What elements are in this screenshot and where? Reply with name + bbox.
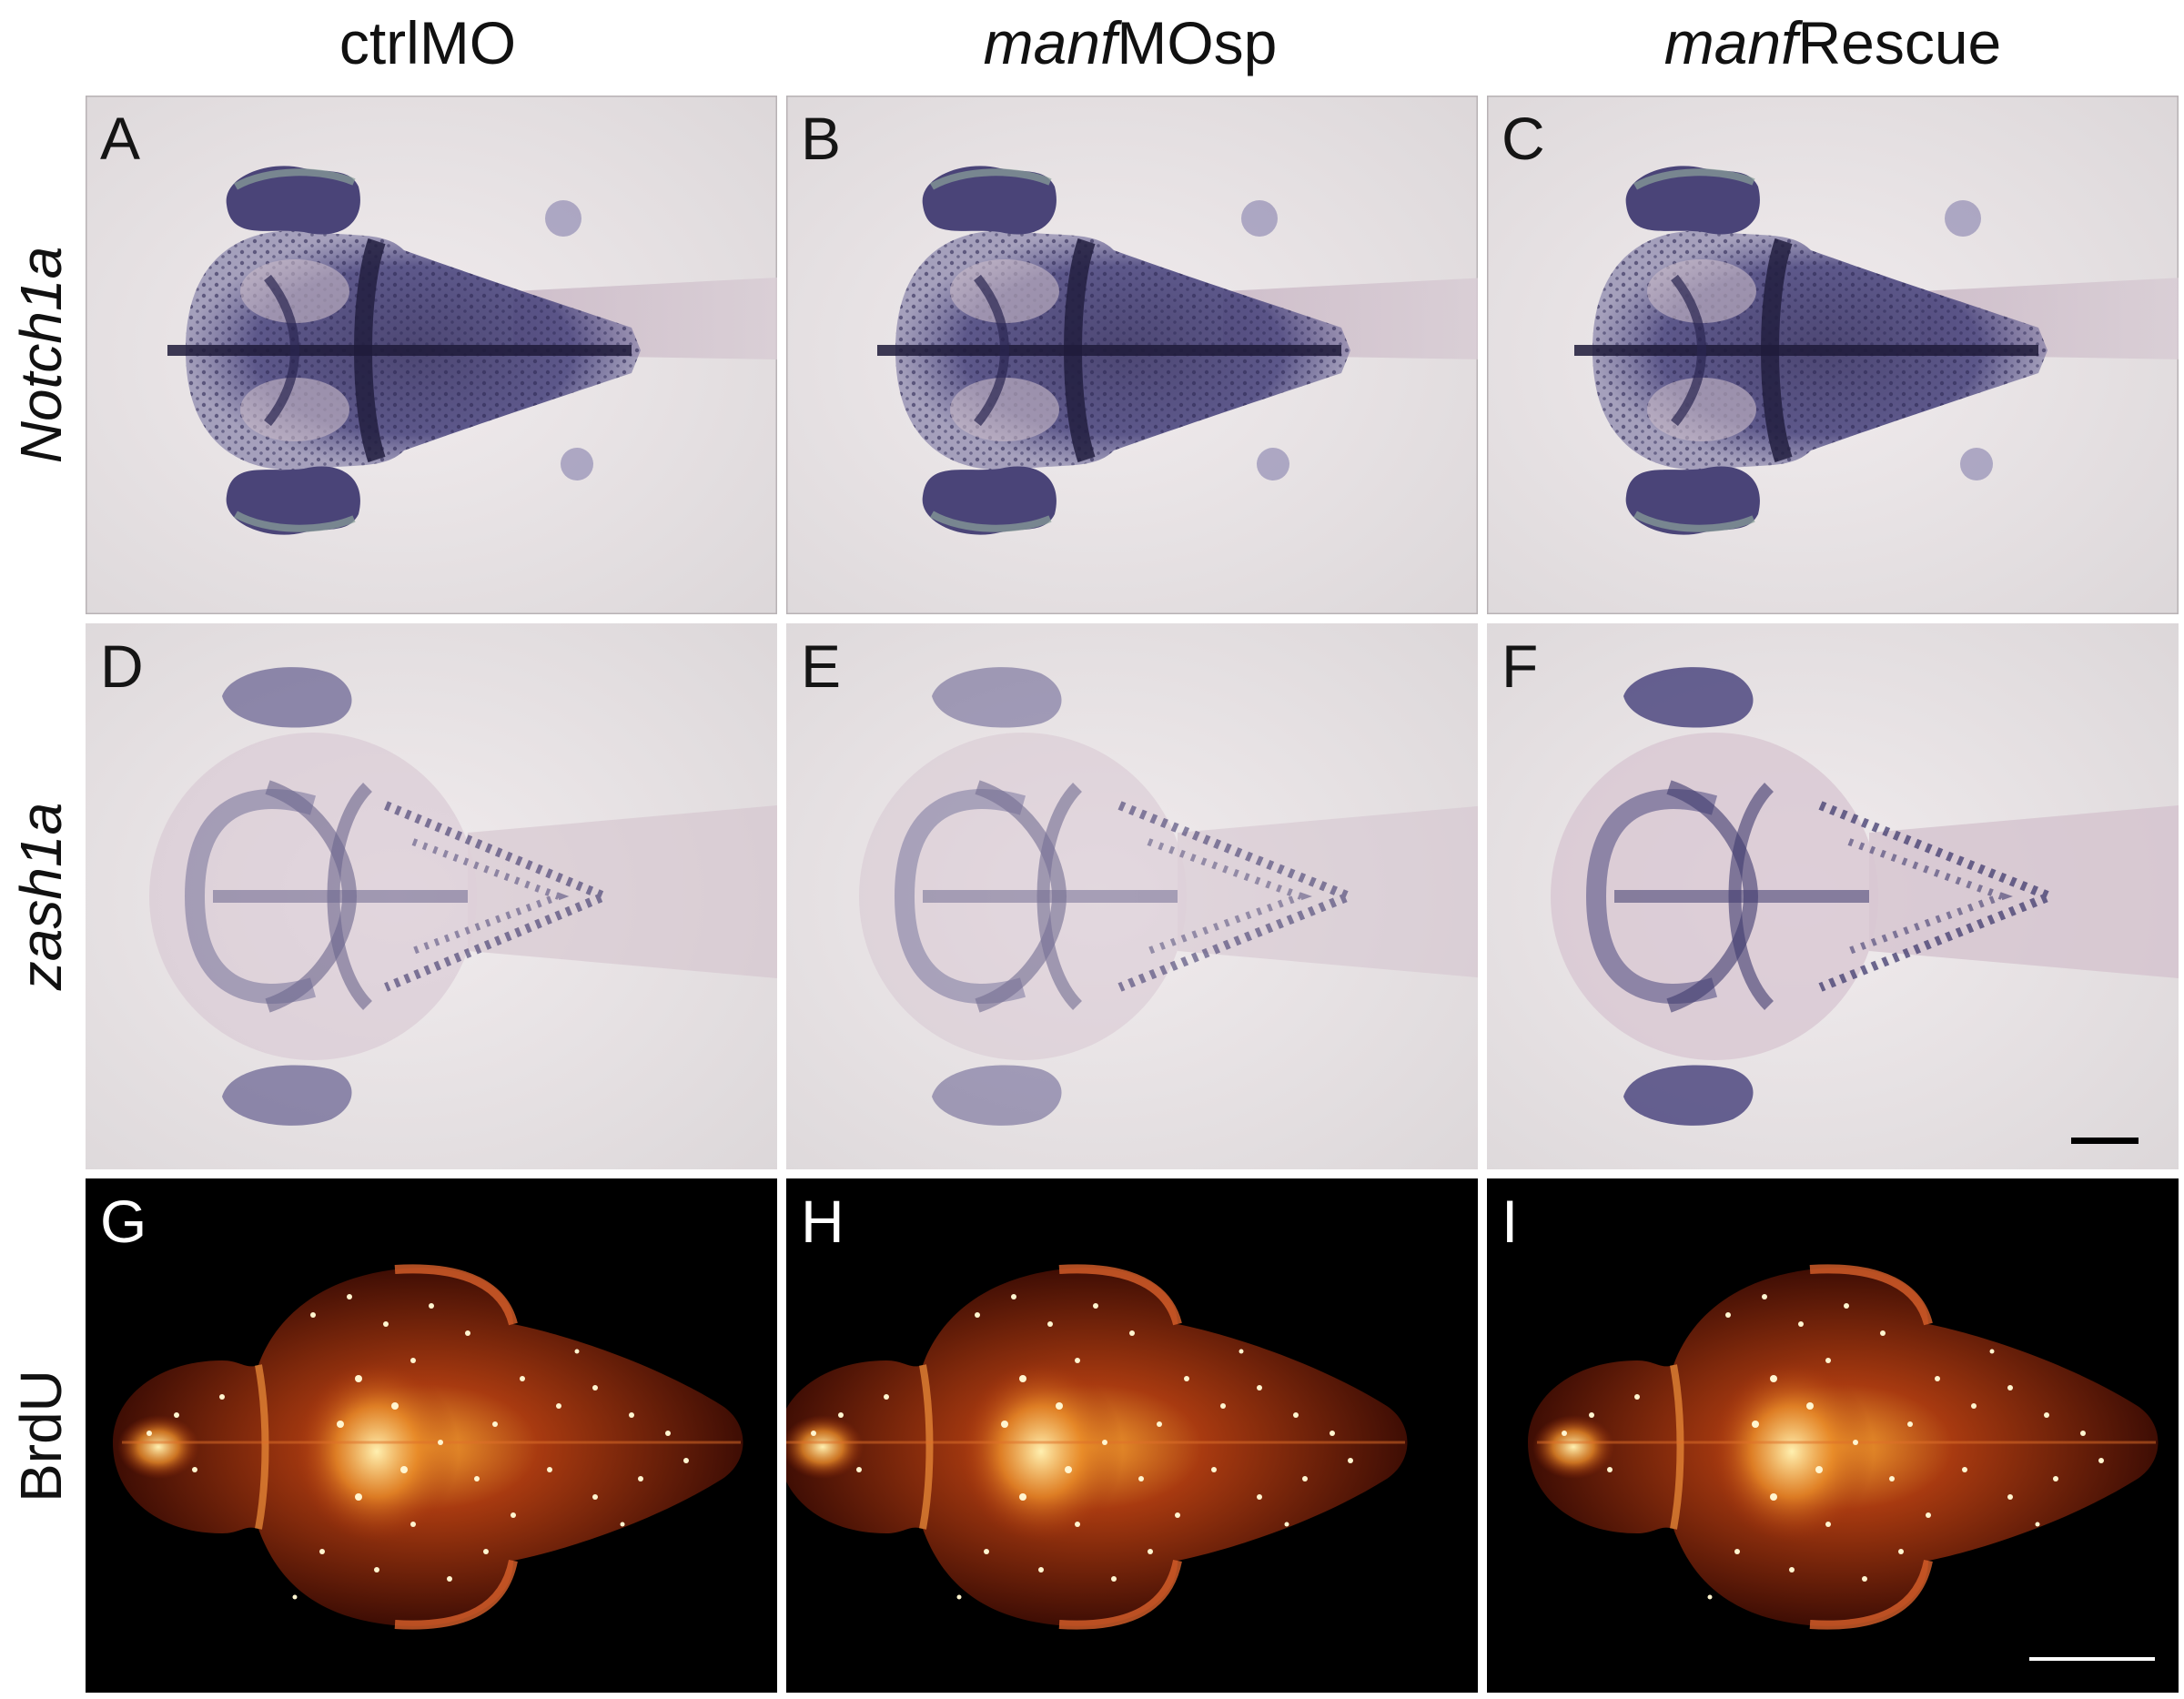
panel-letter: A [100, 105, 141, 172]
confocal-micrograph [1487, 1178, 2179, 1693]
embryo-micrograph [1487, 623, 2179, 1169]
panel-letter: B [801, 105, 842, 172]
column-header-italic: manf [983, 9, 1117, 76]
panel-c-notch1a-rescue: C [1487, 96, 2179, 614]
row-label-brdu: BrdU [0, 1178, 82, 1693]
row-label-text: zash1a [8, 802, 74, 991]
embryo-micrograph [86, 623, 777, 1169]
panel-d-zash1a-ctrlmo: D [86, 623, 777, 1169]
panel-g-brdu-ctrlmo: G [86, 1178, 777, 1693]
panel-b-notch1a-mosp: B [786, 96, 1478, 614]
column-header-text: ctrlMO [339, 9, 517, 76]
panel-letter: C [1502, 105, 1545, 172]
panel-e-zash1a-mosp: E [786, 623, 1478, 1169]
row-label-zash1a: zash1a [0, 623, 82, 1169]
panel-f-zash1a-rescue: F [1487, 623, 2179, 1169]
scale-bar [2029, 1657, 2155, 1661]
row-label-notch1a: Notch1a [0, 96, 82, 614]
panel-h-brdu-mosp: H [786, 1178, 1478, 1693]
embryo-micrograph [86, 96, 777, 614]
scale-bar [2071, 1138, 2138, 1144]
embryo-micrograph [1487, 96, 2179, 614]
column-header-ctrlmo: ctrlMO [82, 2, 774, 84]
confocal-micrograph [786, 1178, 1478, 1693]
row-label-text: Notch1a [8, 246, 74, 464]
column-header-text: MOsp [1117, 9, 1278, 76]
panel-letter: D [100, 632, 144, 700]
panel-a-notch1a-ctrlmo: A [86, 96, 777, 614]
confocal-micrograph [86, 1178, 777, 1693]
column-header-text: Rescue [1797, 9, 2002, 76]
panel-letter: G [100, 1188, 147, 1255]
panel-letter: F [1502, 632, 1539, 700]
panel-letter: E [801, 632, 842, 700]
row-label-text: BrdU [8, 1369, 74, 1502]
embryo-micrograph [786, 96, 1478, 614]
column-header-manf-mosp: manf MOsp [784, 2, 1476, 84]
panel-letter: H [801, 1188, 844, 1255]
panel-letter: I [1502, 1188, 1519, 1255]
embryo-micrograph [786, 623, 1478, 1169]
column-header-manf-rescue: manf Rescue [1487, 2, 2179, 84]
panel-i-brdu-rescue: I [1487, 1178, 2179, 1693]
column-header-italic: manf [1663, 9, 1798, 76]
